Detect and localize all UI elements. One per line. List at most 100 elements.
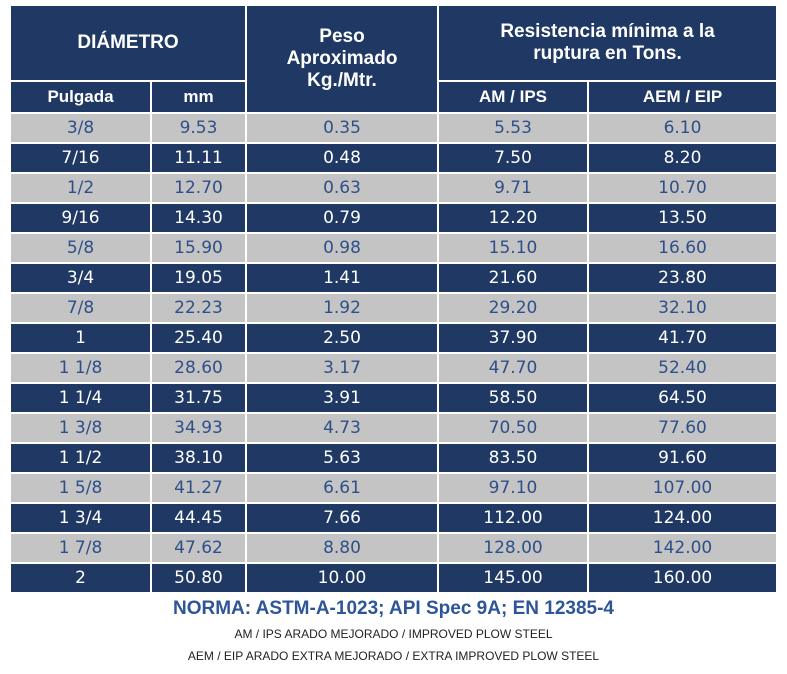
table-row: 3/4 19.05 1.41 21.60 23.80: [9, 262, 779, 294]
cell: 5.63: [245, 442, 440, 474]
cell: 52.40: [587, 352, 779, 384]
cell: 7/8: [9, 292, 152, 324]
cell: 47.62: [149, 532, 248, 564]
cell: 28.60: [149, 352, 248, 384]
cell: 58.50: [437, 382, 590, 414]
cell: 1 7/8: [9, 532, 152, 564]
table-row: 5/8 15.90 0.98 15.10 16.60: [9, 232, 779, 264]
cell: 1 1/4: [9, 382, 152, 414]
cell: 128.00: [437, 532, 590, 564]
cell: 1 1/8: [9, 352, 152, 384]
cell: 23.80: [587, 262, 779, 294]
cell: 8.80: [245, 532, 440, 564]
cell: 50.80: [149, 562, 248, 594]
cell: 7/16: [9, 142, 152, 174]
cell: 14.30: [149, 202, 248, 234]
cell: 15.10: [437, 232, 590, 264]
table-row: 1 3/8 34.93 4.73 70.50 77.60: [9, 412, 779, 444]
cell: 16.60: [587, 232, 779, 264]
cell: 2: [9, 562, 152, 594]
cell: 37.90: [437, 322, 590, 354]
header-am: AM / IPS: [437, 80, 590, 114]
cell: 107.00: [587, 472, 779, 504]
cell: 2.50: [245, 322, 440, 354]
cell: 3.91: [245, 382, 440, 414]
table-row: 9/16 14.30 0.79 12.20 13.50: [9, 202, 779, 234]
cell: 7.66: [245, 502, 440, 534]
cell: 10.70: [587, 172, 779, 204]
cell: 0.63: [245, 172, 440, 204]
cell: 32.10: [587, 292, 779, 324]
cell: 142.00: [587, 532, 779, 564]
cell: 0.98: [245, 232, 440, 264]
header-resistencia: Resistencia mínima a la ruptura en Tons.: [437, 4, 779, 82]
cell: 0.48: [245, 142, 440, 174]
cell: 3/8: [9, 112, 152, 144]
cell: 5.53: [437, 112, 590, 144]
note: AM / IPS ARADO MEJORADO / IMPROVED PLOW …: [234, 627, 553, 641]
table-row: 1 1/8 28.60 3.17 47.70 52.40: [9, 352, 779, 384]
cell: 22.23: [149, 292, 248, 324]
cell: 9/16: [9, 202, 152, 234]
cell: 1 5/8: [9, 472, 152, 504]
cell: 41.70: [587, 322, 779, 354]
table-row: 3/8 9.53 0.35 5.53 6.10: [9, 112, 779, 144]
table-row: 2 50.80 10.00 145.00 160.00: [9, 562, 779, 594]
cell: 1: [9, 322, 152, 354]
cell: 44.45: [149, 502, 248, 534]
table-row: 1/2 12.70 0.63 9.71 10.70: [9, 172, 779, 204]
table-row: 1 3/4 44.45 7.66 112.00 124.00: [9, 502, 779, 534]
cell: 12.20: [437, 202, 590, 234]
cell: 1.41: [245, 262, 440, 294]
cell: 145.00: [437, 562, 590, 594]
header-mm: mm: [149, 80, 248, 114]
header-peso: Peso Aproximado Kg./Mtr.: [245, 4, 440, 114]
table-row: 1 1/2 38.10 5.63 83.50 91.60: [9, 442, 779, 474]
cell: 31.75: [149, 382, 248, 414]
cell: 6.10: [587, 112, 779, 144]
cell: 21.60: [437, 262, 590, 294]
header-diametro: DIÁMETRO: [8, 4, 248, 82]
cell: 7.50: [437, 142, 590, 174]
cell: 34.93: [149, 412, 248, 444]
header-aem: AEM / EIP: [587, 80, 779, 114]
cell: 47.70: [437, 352, 590, 384]
table-row: 1 25.40 2.50 37.90 41.70: [9, 322, 779, 354]
cell: 97.10: [437, 472, 590, 504]
cell: 160.00: [587, 562, 779, 594]
cell: 9.53: [149, 112, 248, 144]
cell: 0.35: [245, 112, 440, 144]
cell: 12.70: [149, 172, 248, 204]
cell: 91.60: [587, 442, 779, 474]
cell: 13.50: [587, 202, 779, 234]
cell: 3/4: [9, 262, 152, 294]
table-body: 3/8 9.53 0.35 5.53 6.10 7/16 11.11 0.48 7.50 8.20…: [9, 112, 779, 594]
cell: 29.20: [437, 292, 590, 324]
table-row: 1 7/8 47.62 8.80 128.00 142.00: [9, 532, 779, 564]
norma: NORMA: ASTM-A-1023; API Spec 9A; EN 1238…: [173, 598, 614, 619]
cell: 25.40: [149, 322, 248, 354]
table-row: 7/16 11.11 0.48 7.50 8.20: [9, 142, 779, 174]
cell: 38.10: [149, 442, 248, 474]
table-row: 1 5/8 41.27 6.61 97.10 107.00: [9, 472, 779, 504]
cell: 1 3/8: [9, 412, 152, 444]
cell: 3.17: [245, 352, 440, 384]
cell: 112.00: [437, 502, 590, 534]
cell: 83.50: [437, 442, 590, 474]
cell: 11.11: [149, 142, 248, 174]
cell: 124.00: [587, 502, 779, 534]
cell: 1 3/4: [9, 502, 152, 534]
cell: 10.00: [245, 562, 440, 594]
cell: 0.79: [245, 202, 440, 234]
cell: 6.61: [245, 472, 440, 504]
cell: 4.73: [245, 412, 440, 444]
cell: 9.71: [437, 172, 590, 204]
table-row: 1 1/4 31.75 3.91 58.50 64.50: [9, 382, 779, 414]
cell: 1 1/2: [9, 442, 152, 474]
cell: 1/2: [9, 172, 152, 204]
cell: 8.20: [587, 142, 779, 174]
rope-table: DIÁMETRO Peso Aproximado Kg./Mtr. Resist…: [8, 4, 779, 594]
table-row: 7/8 22.23 1.92 29.20 32.10: [9, 292, 779, 324]
cell: 15.90: [149, 232, 248, 264]
